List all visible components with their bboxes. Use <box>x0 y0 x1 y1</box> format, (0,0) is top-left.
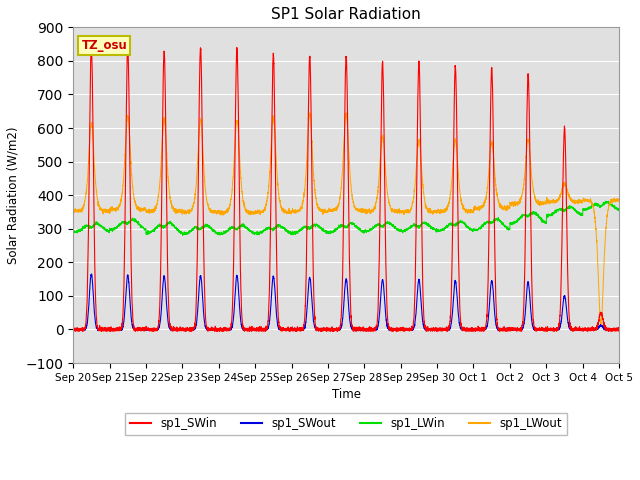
sp1_LWout <box>326 207 333 213</box>
sp1_SWin <box>326 325 333 331</box>
Line: sp1_SWout: sp1_SWout <box>73 274 619 331</box>
sp1_SWin <box>468 326 476 332</box>
sp1_LWout <box>168 201 175 206</box>
sp1_LWout <box>468 209 476 215</box>
sp1_SWin <box>69 326 77 332</box>
sp1_LWin <box>468 227 476 233</box>
sp1_LWin <box>168 220 175 226</box>
sp1_SWout <box>326 326 333 332</box>
sp1_LWin <box>615 205 623 211</box>
Title: SP1 Solar Radiation: SP1 Solar Radiation <box>271 7 421 22</box>
sp1_SWout <box>614 326 622 332</box>
sp1_SWin <box>500 326 508 332</box>
sp1_SWin <box>88 43 95 48</box>
sp1_SWin <box>71 328 79 334</box>
sp1_LWout <box>438 209 446 215</box>
sp1_SWout <box>102 328 109 334</box>
sp1_SWin <box>614 327 622 333</box>
sp1_LWout <box>597 321 605 327</box>
sp1_LWin <box>179 233 186 239</box>
Y-axis label: Solar Radiation (W/m2): Solar Radiation (W/m2) <box>7 126 20 264</box>
sp1_SWin <box>438 328 446 334</box>
Text: TZ_osu: TZ_osu <box>81 39 127 52</box>
Line: sp1_LWout: sp1_LWout <box>73 113 619 324</box>
sp1_LWin <box>605 198 612 204</box>
sp1_SWout <box>88 271 95 277</box>
sp1_SWout <box>468 326 476 332</box>
sp1_LWout <box>306 110 314 116</box>
sp1_SWout <box>69 326 77 332</box>
Legend: sp1_SWin, sp1_SWout, sp1_LWin, sp1_LWout: sp1_SWin, sp1_SWout, sp1_LWin, sp1_LWout <box>125 413 567 435</box>
sp1_LWin <box>69 229 77 235</box>
sp1_SWout <box>500 326 508 332</box>
sp1_LWout <box>614 198 622 204</box>
sp1_LWout <box>69 209 77 215</box>
sp1_SWout <box>168 326 175 332</box>
sp1_LWin <box>614 206 622 212</box>
sp1_LWout <box>500 205 508 211</box>
sp1_LWin <box>438 227 446 233</box>
sp1_SWout <box>615 326 623 332</box>
X-axis label: Time: Time <box>332 388 360 401</box>
Line: sp1_LWin: sp1_LWin <box>73 201 619 236</box>
sp1_SWin <box>168 324 175 329</box>
Line: sp1_SWin: sp1_SWin <box>73 46 619 331</box>
sp1_LWin <box>500 222 508 228</box>
sp1_LWout <box>615 198 623 204</box>
sp1_LWin <box>326 229 333 235</box>
sp1_SWin <box>615 327 623 333</box>
sp1_SWout <box>438 327 446 333</box>
